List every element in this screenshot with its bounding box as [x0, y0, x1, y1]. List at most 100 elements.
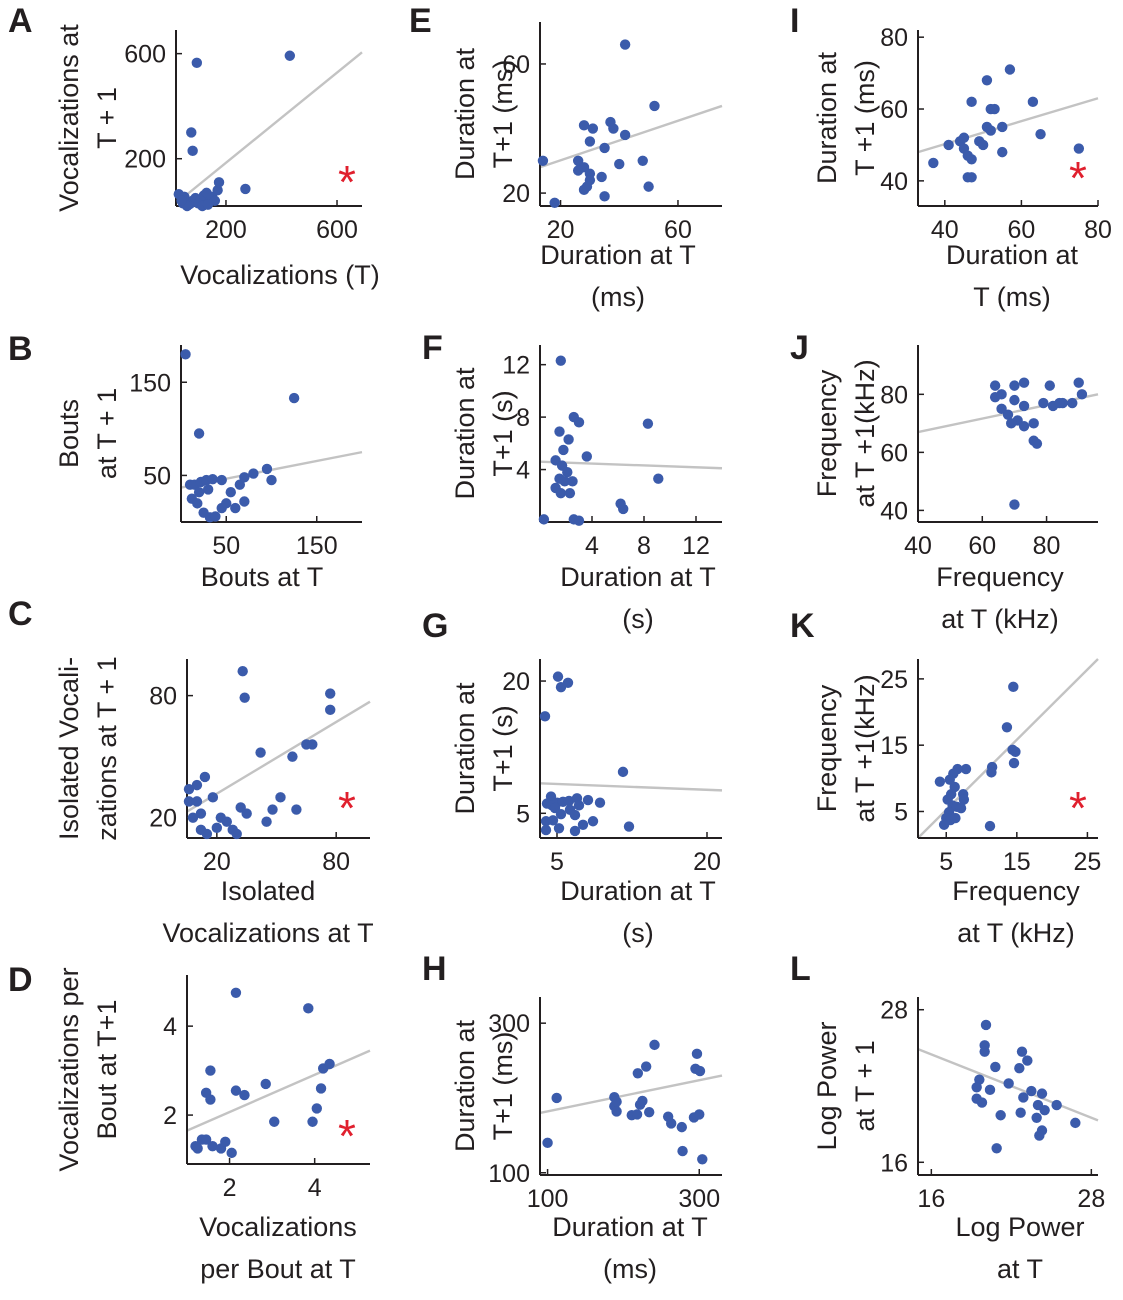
data-point — [267, 804, 278, 815]
panel-letter: E — [409, 2, 432, 40]
x-axis-label: (s) — [622, 604, 653, 634]
x-tick-label: 8 — [637, 532, 651, 560]
data-point — [325, 688, 336, 699]
y-tick-label: 28 — [880, 997, 908, 1025]
data-point — [201, 828, 213, 840]
data-point — [976, 1097, 988, 1108]
data-point — [985, 125, 996, 136]
data-point — [239, 472, 250, 483]
y-axis-label: Bout at T+1 — [92, 1000, 122, 1140]
data-point — [694, 1109, 705, 1120]
data-point — [966, 96, 977, 108]
y-axis-label: Frequency — [812, 369, 842, 497]
data-point — [554, 426, 565, 437]
data-point — [1022, 1055, 1033, 1066]
data-point — [608, 123, 619, 134]
data-point — [615, 498, 626, 509]
data-point — [950, 812, 961, 824]
y-axis-label: Duration at — [450, 682, 480, 815]
x-tick-label: 5 — [939, 848, 953, 876]
data-point — [191, 57, 203, 69]
data-point — [979, 1046, 990, 1057]
data-point — [1018, 400, 1030, 412]
x-tick-label: 12 — [682, 532, 710, 560]
data-point — [649, 1039, 660, 1051]
data-point — [221, 816, 232, 827]
data-point — [619, 39, 631, 50]
data-point — [991, 1143, 1002, 1154]
panel-letter: D — [8, 961, 33, 999]
x-tick-label: 20 — [203, 848, 231, 876]
data-point — [1006, 418, 1017, 429]
x-axis-label: at T (kHz) — [941, 604, 1059, 634]
data-point — [538, 514, 550, 525]
data-point — [261, 816, 272, 827]
panel-letter: H — [422, 950, 447, 988]
data-point — [1008, 757, 1020, 769]
data-point — [567, 476, 578, 487]
x-axis-label: at T — [997, 1254, 1043, 1284]
data-point — [261, 463, 273, 475]
x-tick-label: 40 — [904, 532, 932, 560]
data-point — [977, 139, 989, 151]
data-point — [694, 1065, 706, 1077]
data-point — [637, 155, 648, 167]
data-point — [582, 794, 594, 806]
data-point — [614, 158, 625, 170]
data-point — [183, 783, 195, 795]
data-point — [553, 823, 565, 834]
data-point — [315, 1083, 327, 1094]
x-axis-label: Duration at T — [552, 1212, 708, 1242]
data-point — [1009, 380, 1020, 391]
data-point — [539, 711, 551, 722]
y-axis-label: T+1 (s) — [488, 390, 518, 476]
y-axis-label: Log Power — [812, 1021, 842, 1150]
x-axis-label: Duration at T — [560, 876, 716, 906]
data-point — [1031, 1112, 1042, 1123]
data-point — [237, 666, 248, 677]
y-axis-label: Duration at — [450, 1019, 480, 1152]
x-axis-label: Frequency — [952, 876, 1080, 906]
data-point — [552, 671, 564, 682]
data-point — [1010, 746, 1021, 758]
data-point — [944, 774, 955, 785]
data-point — [549, 802, 561, 814]
x-axis-label: (s) — [622, 918, 653, 948]
x-tick-label: 60 — [968, 532, 996, 560]
data-point — [562, 677, 574, 689]
data-point — [537, 155, 549, 167]
data-point — [643, 181, 654, 192]
panel-letter: F — [422, 329, 443, 367]
data-point — [205, 1065, 216, 1076]
panel-d: D 2 4 2 4 * Vocalizations per Bout at T Vocaliza… — [8, 961, 371, 1284]
data-point — [989, 103, 1000, 115]
data-point — [1002, 409, 1014, 420]
data-point — [562, 466, 573, 478]
data-point — [563, 434, 574, 445]
y-tick-label: 40 — [880, 497, 908, 525]
data-point — [559, 476, 570, 487]
data-point — [555, 355, 566, 366]
fit-line — [186, 700, 371, 813]
x-tick-label: 25 — [1074, 848, 1102, 876]
data-point — [569, 809, 581, 821]
x-tick-label: 60 — [1007, 216, 1035, 244]
y-axis-label: Vocalizations per — [54, 967, 84, 1171]
data-point — [186, 127, 197, 138]
data-point — [200, 1134, 212, 1145]
x-axis-label: Duration at T — [540, 240, 696, 270]
data-point — [216, 474, 227, 486]
data-point — [984, 1084, 996, 1096]
data-point — [193, 486, 205, 498]
y-tick-label: 60 — [502, 51, 530, 79]
x-axis-label: Duration at — [946, 240, 1079, 270]
data-point — [291, 804, 302, 815]
y-tick-label: 5 — [516, 800, 530, 828]
x-tick-label: 100 — [527, 1185, 569, 1213]
data-point — [260, 1078, 271, 1090]
fit-line — [175, 51, 363, 205]
